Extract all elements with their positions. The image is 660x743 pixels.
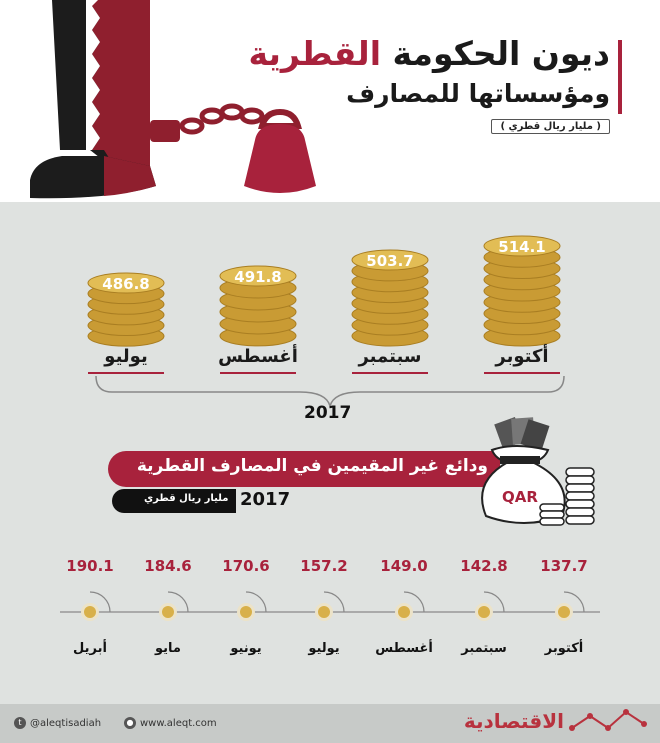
twitter-text: @aleqtisadiah [30, 718, 102, 729]
brand-logo-text: الاقتصادية [463, 709, 564, 733]
page-subtitle: ومؤسساتها للمصارف [346, 79, 610, 108]
deposit-month-label: أكتوبر [544, 641, 584, 656]
timeline-point [240, 606, 252, 618]
website-text: www.aleqt.com [140, 718, 217, 729]
coin-stack-icon [539, 467, 595, 526]
deposit-month-label: أغسطس [375, 641, 433, 656]
coin-value-label: 486.8 [102, 275, 149, 293]
coin-month-label: يوليو [104, 346, 148, 367]
title-main: ديون الحكومة [381, 34, 611, 73]
coin-stack-bar: 491.8 [219, 265, 297, 347]
deposit-value-label: 142.8 [460, 557, 508, 575]
deposit-value-label: 137.7 [540, 557, 588, 575]
globe-icon: ● [124, 717, 136, 729]
coin-stack-bar: 486.8 [87, 272, 165, 347]
header: ديون الحكومة القطرية ومؤسساتها للمصارف (… [0, 0, 660, 202]
year-label-debts: 2017 [304, 403, 352, 423]
timeline-point [84, 606, 96, 618]
coin-month-underline [88, 372, 164, 374]
twitter-handle[interactable]: t @aleqtisadiah [14, 717, 101, 729]
deposits-banner [108, 451, 500, 487]
coin-month-label: سبتمبر [358, 346, 422, 367]
page-title: ديون الحكومة القطرية [248, 34, 610, 73]
title-accent: القطرية [248, 34, 382, 73]
twitter-icon: t [14, 717, 26, 729]
coin-value-label: 503.7 [366, 252, 413, 270]
deposit-month-label: أبريل [73, 641, 107, 656]
coin-month-label: أكتوبر [495, 346, 549, 367]
deposits-title: ودائع غير المقيمين في المصارف القطرية [136, 456, 488, 476]
coin-month-underline [352, 372, 428, 374]
timeline-arc [403, 591, 425, 613]
title-accent-bar [618, 40, 622, 114]
timeline-arc [167, 591, 189, 613]
website-link[interactable]: ● www.aleqt.com [124, 717, 217, 729]
brand-logo-icon [569, 709, 647, 731]
coin-month-underline [484, 372, 560, 374]
deposit-month-label: يوليو [308, 641, 340, 656]
deposits-timeline [60, 591, 600, 621]
timeline-point [318, 606, 330, 618]
timeline-point [558, 606, 570, 618]
money-bag-icon: QAR [481, 417, 595, 526]
footer: t @aleqtisadiah ● www.aleqt.com الاقتصادية [0, 704, 660, 743]
deposit-month-label: يونيو [230, 641, 262, 656]
deposit-value-label: 157.2 [300, 557, 348, 575]
deposit-month-label: مايو [155, 641, 181, 656]
timeline-arc [483, 591, 505, 613]
year-label-deposits: 2017 [240, 489, 291, 510]
timeline-point [478, 606, 490, 618]
coin-value-label: 514.1 [498, 238, 545, 256]
deposits-unit: مليار ريال قطري [144, 493, 229, 504]
deposit-value-label: 190.1 [66, 557, 114, 575]
timeline-arc [89, 591, 111, 613]
shackled-leg-qatar-flag-icon [30, 0, 316, 199]
coin-stack-bar: 514.1 [483, 235, 561, 347]
coin-month-underline [220, 372, 296, 374]
coin-value-label: 491.8 [234, 268, 281, 286]
coin-month-label: أغسطس [218, 346, 298, 367]
deposit-value-label: 170.6 [222, 557, 270, 575]
timeline-arc [323, 591, 345, 613]
timeline-arc [245, 591, 267, 613]
timeline-point [398, 606, 410, 618]
bag-label: QAR [502, 488, 538, 506]
deposit-value-label: 149.0 [380, 557, 428, 575]
timeline-point [162, 606, 174, 618]
timeline-arc [563, 591, 585, 613]
coin-stack-bar: 503.7 [351, 249, 429, 347]
deposit-month-label: سبتمبر [461, 641, 507, 656]
year-bracket [95, 375, 565, 409]
unit-label: ( مليار ريال قطري ) [491, 119, 610, 134]
deposit-value-label: 184.6 [144, 557, 192, 575]
deposits-unit-banner [112, 489, 236, 513]
